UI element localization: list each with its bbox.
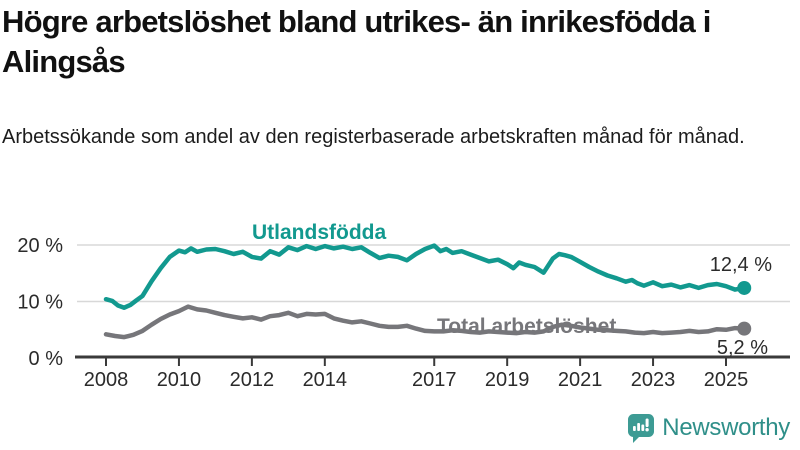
- newsworthy-logo-icon: [628, 414, 655, 443]
- x-tick-label: 2008: [84, 369, 129, 391]
- page-title: Högre arbetslöshet bland utrikes- än inr…: [2, 4, 711, 80]
- y-tick-label: 0 %: [29, 348, 64, 370]
- series-label-total-arbetsloshet: Total arbetslöshet: [437, 315, 617, 338]
- x-tick-label: 2021: [558, 369, 603, 391]
- newsworthy-logo[interactable]: Newsworthy: [627, 412, 790, 444]
- end-dot-utlandsf-dda: [737, 280, 752, 295]
- x-tick-label: 2012: [230, 369, 275, 391]
- end-value-label-total: 5,2 %: [716, 337, 768, 359]
- y-tick-label: 20 %: [17, 235, 63, 257]
- x-tick-label: 2010: [157, 369, 202, 391]
- end-dot-total-arbetsl-shet: [737, 321, 752, 336]
- chart-subtitle: Arbetssökande som andel av den registerb…: [2, 126, 745, 148]
- series-line-total-arbetsl-shet: [103, 304, 747, 340]
- x-tick-label: 2019: [485, 369, 530, 391]
- x-tick-label: 2017: [412, 369, 457, 391]
- end-value-label-utlandsfodda: 12,4 %: [709, 254, 772, 276]
- x-tick-label: 2023: [631, 369, 676, 391]
- x-tick-label: 2014: [303, 369, 348, 391]
- series-label-utlandsfodda: Utlandsfödda: [252, 221, 387, 244]
- newsworthy-logo-text: Newsworthy: [662, 414, 790, 441]
- x-tick-label: 2025: [704, 369, 749, 391]
- series-line-utlandsf-dda: [103, 243, 747, 310]
- y-tick-label: 10 %: [17, 292, 63, 314]
